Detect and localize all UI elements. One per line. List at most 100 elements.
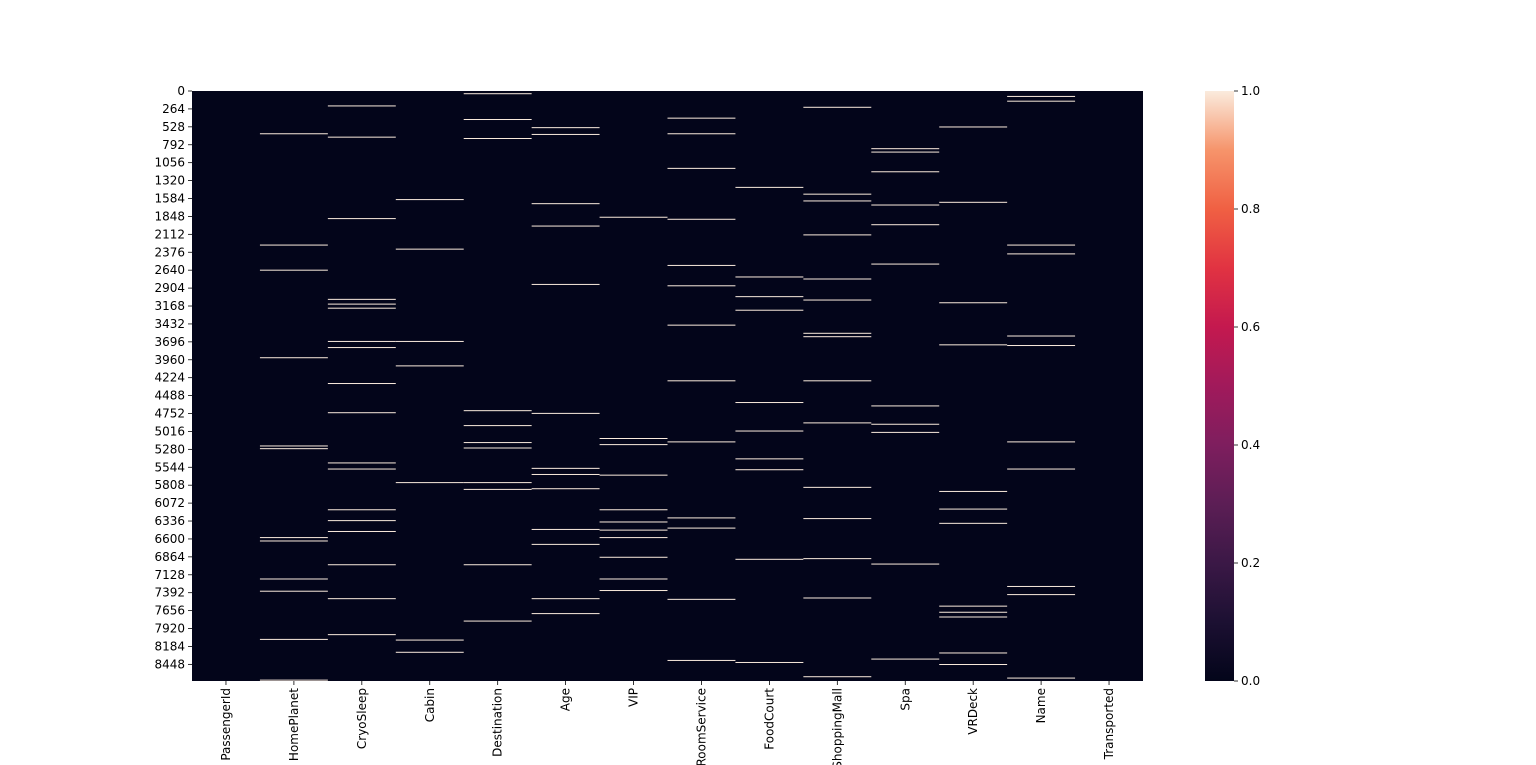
colorbar: 0.0 0.2 0.4 0.6 0.8 1.0 [1205,84,1260,688]
colorbar-tick-label: 0.0 [1241,674,1260,688]
missing-cell-HomePlanet [259,448,328,450]
missing-cell-Spa [871,563,940,565]
missing-cell-CryoSleep [327,303,396,305]
missing-cell-Name [1007,594,1076,596]
missing-cell-VIP [599,509,668,511]
missing-cell-FoodCourt [735,309,804,311]
missing-cell-RoomService [667,167,736,169]
missing-cell-Cabin [395,248,464,250]
missing-cell-CryoSleep [327,347,396,349]
x-tick-label-FoodCourt: FoodCourt [762,688,776,750]
colorbar-tick-label: 0.8 [1241,202,1260,216]
missing-cell-Age [531,488,600,490]
missing-cell-ShoppingMall [803,422,872,424]
colorbar-tick-label: 0.6 [1241,320,1260,334]
missing-cell-Name [1007,345,1076,347]
missing-cell-VIP [599,590,668,592]
y-tick-label: 792 [162,138,185,152]
missing-cell-Spa [871,148,940,150]
missing-cell-Name [1007,253,1076,255]
x-tick-label-Transported: Transported [1102,688,1116,760]
missing-cell-Destination [463,620,532,622]
missing-cell-CryoSleep [327,530,396,532]
y-tick-label: 4224 [154,371,185,385]
y-tick-label: 3168 [154,299,185,313]
missing-cell-Spa [871,171,940,173]
missing-cell-VRDeck [939,344,1008,346]
colorbar-gradient [1205,91,1234,681]
missing-cell-ShoppingMall [803,676,872,678]
x-tick-label-HomePlanet: HomePlanet [287,688,301,761]
missing-cell-RoomService [667,264,736,266]
missing-cell-CryoSleep [327,298,396,300]
missing-cell-Destination [463,119,532,121]
missing-cell-ShoppingMall [803,597,872,599]
y-tick-label: 1056 [154,156,185,170]
missing-cell-HomePlanet [259,679,328,681]
x-tick-label-PassengerId: PassengerId [219,688,233,761]
x-tick-label-Destination: Destination [491,688,505,757]
missing-cell-Cabin [395,340,464,342]
missing-cell-Destination [463,93,532,95]
missing-cell-Age [531,133,600,135]
missing-cell-VIP [599,556,668,558]
y-tick-label: 8184 [154,639,185,653]
x-tick-label-CryoSleep: CryoSleep [355,688,369,749]
missing-cell-Age [531,127,600,129]
missing-cell-CryoSleep [327,598,396,600]
missing-cell-Destination [463,564,532,566]
missing-cell-ShoppingMall [803,234,872,236]
missing-cell-Cabin [395,482,464,484]
y-tick-label: 6864 [154,550,185,564]
missing-cell-Age [531,543,600,545]
missing-cell-FoodCourt [735,558,804,560]
y-tick-label: 5280 [154,442,185,456]
missing-cell-HomePlanet [259,540,328,542]
missing-cell-ShoppingMall [803,278,872,280]
missing-cell-RoomService [667,380,736,382]
missing-cell-FoodCourt [735,296,804,298]
missing-cell-Spa [871,658,940,660]
missing-cell-RoomService [667,117,736,119]
missing-cell-Destination [463,447,532,449]
missing-cell-ShoppingMall [803,336,872,338]
missing-cell-Name [1007,468,1076,470]
missing-cell-Destination [463,482,532,484]
missing-cell-HomePlanet [259,537,328,539]
y-tick-label: 7392 [154,586,185,600]
missing-cell-VRDeck [939,201,1008,203]
missing-cell-Cabin [395,639,464,641]
missing-cell-RoomService [667,517,736,519]
missing-cell-Age [531,283,600,285]
y-tick-label: 2376 [154,245,185,259]
y-tick-label: 1848 [154,209,185,223]
missing-cell-RoomService [667,285,736,287]
missing-cell-HomePlanet [259,445,328,447]
missing-cell-HomePlanet [259,244,328,246]
missing-cell-CryoSleep [327,412,396,414]
missing-cell-Age [531,528,600,530]
y-tick-label: 2640 [154,263,185,277]
missing-cell-Age [531,225,600,227]
y-tick-label: 5808 [154,478,185,492]
missing-cell-HomePlanet [259,133,328,135]
colorbar-tick-label: 1.0 [1241,84,1260,98]
missing-cell-HomePlanet [259,357,328,359]
x-tick-label-VRDeck: VRDeck [966,688,980,735]
missing-cell-HomePlanet [259,269,328,271]
missing-cell-RoomService [667,133,736,135]
y-tick-label: 4488 [154,389,185,403]
missing-cell-HomePlanet [259,590,328,592]
y-tick-label: 7656 [154,604,185,618]
missing-cell-Spa [871,151,940,153]
missing-cell-Spa [871,204,940,206]
y-tick-label: 6072 [154,496,185,510]
missing-cell-ShoppingMall [803,486,872,488]
missing-cell-FoodCourt [735,661,804,663]
missing-cell-VRDeck [939,522,1008,524]
y-tick-label: 1584 [154,192,185,206]
missing-cell-Spa [871,423,940,425]
missing-cell-VRDeck [939,664,1008,666]
missing-cell-FoodCourt [735,402,804,404]
x-tick-label-Cabin: Cabin [423,688,437,722]
